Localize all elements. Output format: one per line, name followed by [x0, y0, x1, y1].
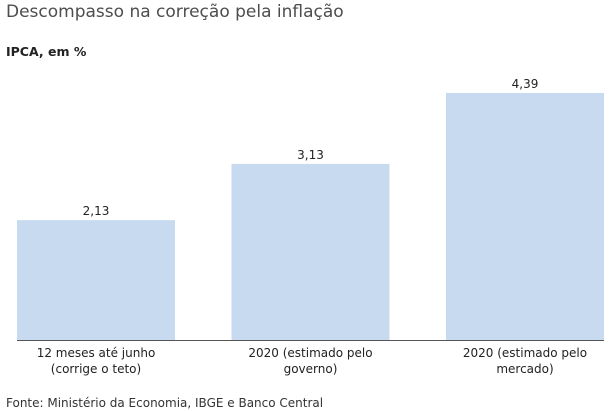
bar-1: [17, 220, 175, 340]
chart-title: Descompasso na correção pela inflação: [6, 2, 344, 22]
bar-2: [231, 163, 390, 340]
chart-subtitle: IPCA, em %: [6, 44, 87, 59]
bar-3: [446, 93, 604, 340]
source-note: Fonte: Ministério da Economia, IBGE e Ba…: [6, 396, 324, 410]
value-label-1: 2,13: [83, 204, 110, 218]
category-label-3: 2020 (estimado pelo mercado): [463, 346, 587, 376]
value-label-3: 4,39: [512, 77, 539, 91]
category-label-1: 12 meses até junho (corrige o teto): [37, 346, 156, 376]
category-label-2: 2020 (estimado pelo governo): [248, 346, 372, 376]
value-label-2: 3,13: [297, 148, 324, 162]
